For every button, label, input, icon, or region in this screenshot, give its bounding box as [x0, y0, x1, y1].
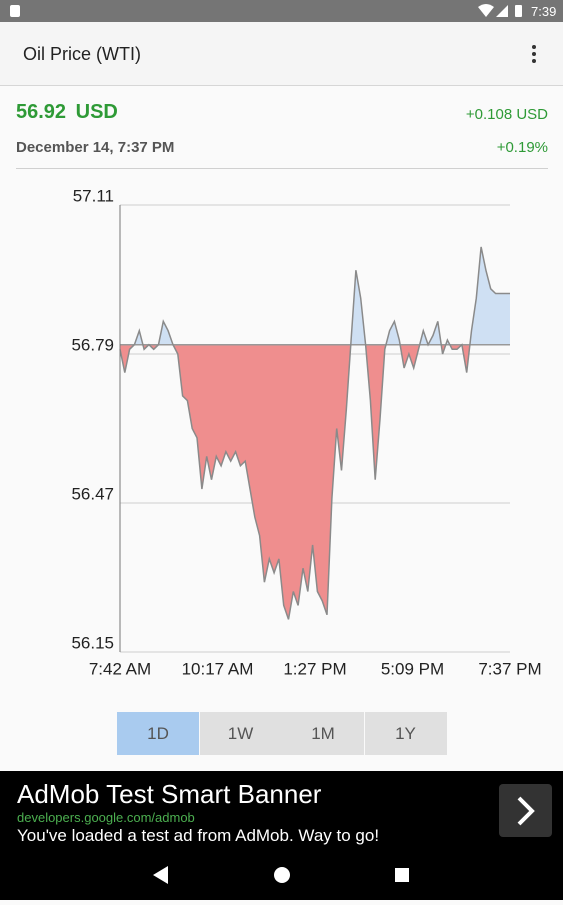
y-tick-label: 56.15 — [71, 633, 114, 652]
y-tick-label: 56.47 — [71, 484, 114, 503]
ad-title: AdMob Test Smart Banner — [17, 779, 322, 809]
x-tick-label: 7:42 AM — [89, 659, 151, 678]
recents-button[interactable] — [395, 868, 409, 882]
price: 56.92 — [16, 101, 67, 123]
app-title: Oil Price (WTI) — [23, 44, 141, 64]
area-above — [134, 246, 510, 345]
app-bar: Oil Price (WTI) — [0, 22, 563, 86]
back-button[interactable] — [153, 866, 168, 884]
ad-banner[interactable]: AdMob Test Smart Banner developers.googl… — [0, 771, 563, 847]
price-row: 56.92 USD — [16, 101, 118, 124]
ad-arrow[interactable] — [499, 784, 552, 837]
timestamp: December 14, 7:37 PM — [16, 139, 175, 156]
ad-text: You've loaded a test ad from AdMob. Way … — [17, 826, 380, 845]
x-tick-label: 5:09 PM — [381, 659, 444, 678]
nav-bar — [0, 847, 563, 900]
range-button[interactable]: 1D — [117, 712, 199, 755]
range-button[interactable]: 1M — [282, 712, 364, 755]
range-button[interactable]: 1Y — [364, 712, 447, 755]
sd-icon — [10, 5, 20, 17]
change: +0.108 USD — [465, 106, 548, 123]
y-tick-label: 56.79 — [71, 335, 114, 354]
range-button[interactable]: 1W — [199, 712, 282, 755]
x-tick-label: 7:37 PM — [478, 659, 541, 678]
price-chart: 57.11 56.79 56.47 56.15 7:42 AM 10:17 AM 1:27 … — [71, 186, 541, 678]
home-button[interactable] — [274, 867, 290, 883]
currency: USD — [75, 101, 118, 123]
ad-url: developers.google.com/admob — [17, 810, 195, 825]
status-icons — [478, 4, 522, 17]
x-tick-label: 10:17 AM — [182, 659, 254, 678]
divider — [16, 168, 548, 169]
clock: 7:39 — [531, 4, 557, 19]
x-tick-label: 1:27 PM — [283, 659, 346, 678]
price-line — [119, 246, 510, 620]
area-below — [120, 344, 510, 620]
change-percent: +0.19% — [496, 139, 548, 156]
overflow-menu[interactable] — [526, 44, 542, 64]
status-bar: 7:39 — [0, 0, 563, 22]
y-tick-label: 57.11 — [73, 186, 114, 205]
